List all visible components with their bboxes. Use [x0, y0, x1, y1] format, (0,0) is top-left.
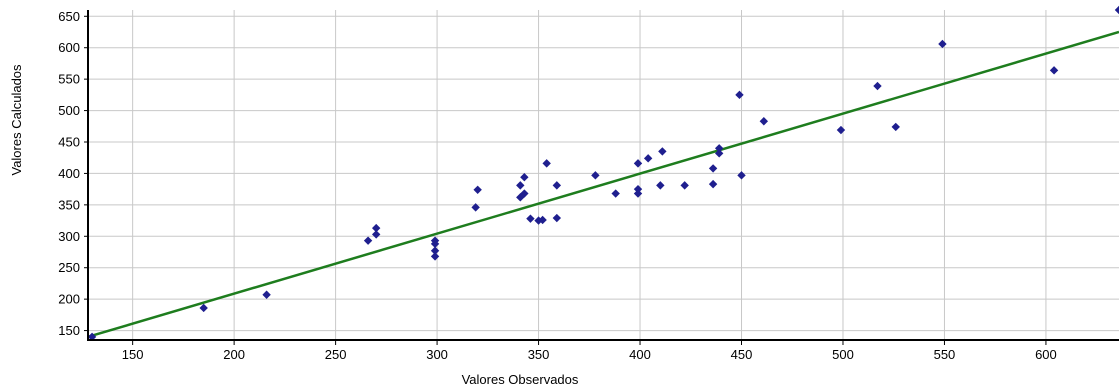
data-point: [371, 230, 381, 239]
data-point: [737, 171, 746, 180]
x-gridlines: [132, 10, 1047, 340]
y-tick-label: 650: [58, 9, 80, 24]
data-point: [708, 164, 718, 173]
data-point: [87, 332, 97, 342]
y-gridlines: [88, 15, 1119, 332]
y-tick-label: 350: [58, 197, 80, 212]
data-point: [658, 147, 667, 156]
data-point: [538, 215, 547, 225]
y-tick-labels: 150 200 250 300 350 400 450 500 550 600 650: [58, 9, 80, 338]
data-point: [520, 189, 529, 198]
y-tick-label: 550: [58, 72, 80, 87]
data-point: [759, 117, 769, 126]
data-point: [938, 39, 947, 49]
data-point: [891, 122, 900, 132]
x-tick-label: 500: [832, 347, 854, 362]
y-axis-title: Valores Calculados: [9, 64, 24, 176]
data-point: [873, 81, 882, 91]
data-point: [611, 189, 620, 198]
x-tick-label: 600: [1035, 347, 1057, 362]
x-tick-labels: 150 200 250 300 350 400 450 500 550 600: [122, 347, 1057, 362]
data-point: [199, 303, 208, 313]
data-point: [591, 171, 600, 180]
y-tick-label: 250: [58, 260, 80, 275]
data-point: [534, 216, 543, 225]
data-point: [552, 213, 562, 223]
data-points: [87, 5, 1119, 342]
data-point: [633, 184, 643, 194]
data-point: [633, 159, 643, 168]
y-tick-label: 150: [58, 323, 80, 338]
data-point: [714, 149, 724, 158]
x-tick-label: 300: [426, 347, 448, 362]
data-point: [680, 181, 689, 190]
data-point: [552, 181, 562, 190]
x-axis-title: Valores Observados: [462, 372, 579, 387]
data-point: [1114, 5, 1119, 15]
x-tick-label: 250: [325, 347, 347, 362]
data-point: [262, 290, 271, 299]
y-tick-label: 400: [58, 166, 80, 181]
data-point: [471, 203, 480, 212]
data-point: [371, 223, 381, 233]
data-point: [363, 236, 373, 245]
data-point: [1049, 66, 1059, 75]
y-tick-label: 300: [58, 229, 80, 244]
trendline: [87, 30, 1119, 339]
axes: [84, 10, 1119, 345]
data-point: [520, 173, 529, 182]
data-point: [430, 252, 440, 261]
x-tick-label: 400: [629, 347, 651, 362]
data-point: [656, 181, 665, 190]
x-tick-label: 200: [223, 347, 245, 362]
data-point: [473, 185, 482, 194]
data-point: [643, 154, 653, 163]
y-tick-label: 500: [58, 103, 80, 118]
data-point: [516, 181, 525, 190]
x-tick-label: 150: [122, 347, 144, 362]
x-tick-label: 450: [731, 347, 753, 362]
y-tick-label: 200: [58, 292, 80, 307]
data-point: [516, 193, 525, 202]
data-point: [430, 246, 440, 255]
x-tick-label: 550: [934, 347, 956, 362]
trendline-group: [87, 30, 1119, 339]
data-point: [708, 179, 718, 189]
y-tick-label: 600: [58, 40, 80, 55]
data-point: [714, 144, 724, 153]
data-point: [735, 90, 744, 100]
data-point: [542, 159, 551, 168]
y-tick-label: 450: [58, 135, 80, 150]
data-point: [633, 189, 643, 198]
data-point: [430, 236, 440, 245]
data-point: [836, 125, 846, 135]
x-tick-label: 350: [528, 347, 550, 362]
data-point: [526, 214, 535, 223]
